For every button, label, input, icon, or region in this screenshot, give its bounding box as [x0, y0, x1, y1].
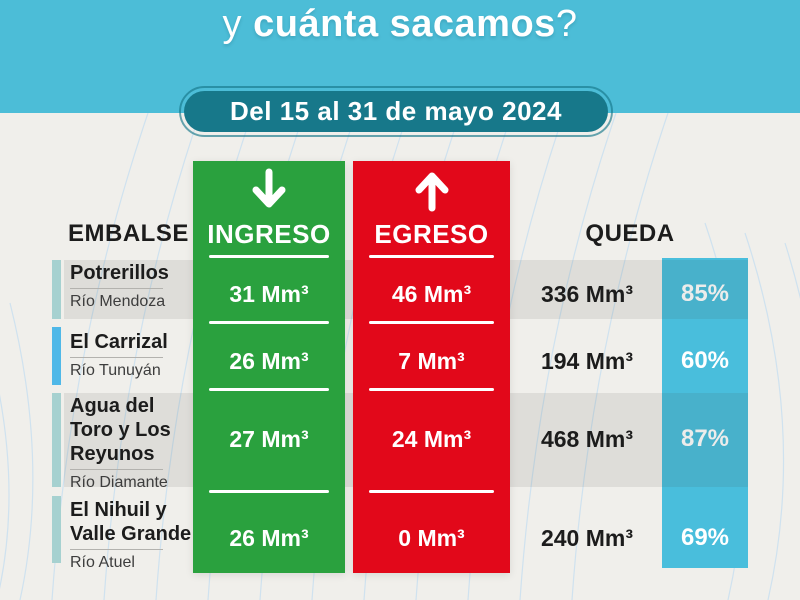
page-title: y cuánta sacamos? [0, 3, 800, 46]
river-name: Río Tunuyán [70, 362, 161, 379]
queda-value: 336 Mm³ [540, 281, 634, 307]
row-accent-bar [52, 260, 61, 319]
arrow-down-icon [193, 168, 345, 212]
name-underline [70, 549, 163, 550]
egreso-column: EGRESO 46 Mm³ 7 Mm³ 24 Mm³ 0 Mm³ [353, 161, 510, 573]
ingreso-column: INGRESO 31 Mm³ 26 Mm³ 27 Mm³ 26 Mm³ [193, 161, 345, 573]
egreso-value: 0 Mm³ [398, 525, 465, 551]
percent-value: 87% [680, 425, 730, 452]
ingreso-value: 27 Mm³ [229, 426, 309, 452]
divider [369, 255, 494, 258]
river-name: Río Mendoza [70, 293, 166, 310]
date-badge-label: Del 15 al 31 de mayo 2024 [230, 96, 562, 126]
percent-value: 69% [680, 524, 730, 551]
reservoir-row-label: Potrerillos Río Mendoza [70, 261, 200, 312]
reservoir-name: Potrerillos [70, 262, 169, 284]
row-accent-bar [52, 393, 61, 487]
queda-value: 240 Mm³ [540, 525, 634, 551]
divider [209, 255, 329, 258]
queda-percent-column: 85% 60% 87% 69% [662, 258, 748, 568]
title-prefix: y [222, 3, 254, 45]
ingreso-value: 26 Mm³ [229, 525, 309, 551]
river-name: Río Diamante [70, 474, 168, 491]
percent-value: 60% [680, 347, 730, 374]
row-accent-bar [52, 496, 61, 563]
divider [209, 321, 329, 324]
reservoir-row-label: El Carrizal Río Tunuyán [70, 330, 200, 381]
name-underline [70, 469, 163, 470]
divider [209, 490, 329, 493]
name-underline [70, 288, 163, 289]
queda-value: 468 Mm³ [540, 426, 634, 452]
queda-value: 194 Mm³ [540, 348, 634, 374]
name-underline [70, 357, 163, 358]
row-accent-bar [52, 327, 61, 385]
percent-value: 85% [680, 280, 730, 307]
column-header-embalse: EMBALSE [68, 220, 189, 247]
reservoir-name: El Nihuil y Valle Grande [70, 499, 192, 545]
ingreso-value: 31 Mm³ [229, 281, 309, 307]
title-emphasis: cuánta sacamos [253, 3, 556, 45]
ingreso-value: 26 Mm³ [229, 348, 309, 374]
reservoir-row-label: Agua del Toro y Los Reyunos Río Diamante [70, 394, 200, 493]
reservoir-name: El Carrizal [70, 331, 168, 353]
column-header-egreso: EGRESO [374, 219, 489, 249]
column-header-ingreso: INGRESO [207, 219, 331, 249]
divider [369, 388, 494, 391]
river-name: Río Atuel [70, 554, 135, 571]
egreso-value: 46 Mm³ [391, 281, 472, 307]
title-suffix: ? [555, 3, 578, 45]
date-badge-pill: Del 15 al 31 de mayo 2024 [184, 91, 608, 132]
egreso-value: 24 Mm³ [391, 426, 472, 452]
reservoir-row-label: El Nihuil y Valle Grande Río Atuel [70, 498, 200, 573]
column-header-queda: QUEDA [585, 220, 675, 247]
divider [209, 388, 329, 391]
reservoir-name: Agua del Toro y Los Reyunos [70, 395, 171, 465]
egreso-value: 7 Mm³ [398, 348, 465, 374]
arrow-up-icon [353, 168, 510, 212]
divider [369, 490, 494, 493]
date-badge: Del 15 al 31 de mayo 2024 [179, 86, 613, 137]
divider [369, 321, 494, 324]
